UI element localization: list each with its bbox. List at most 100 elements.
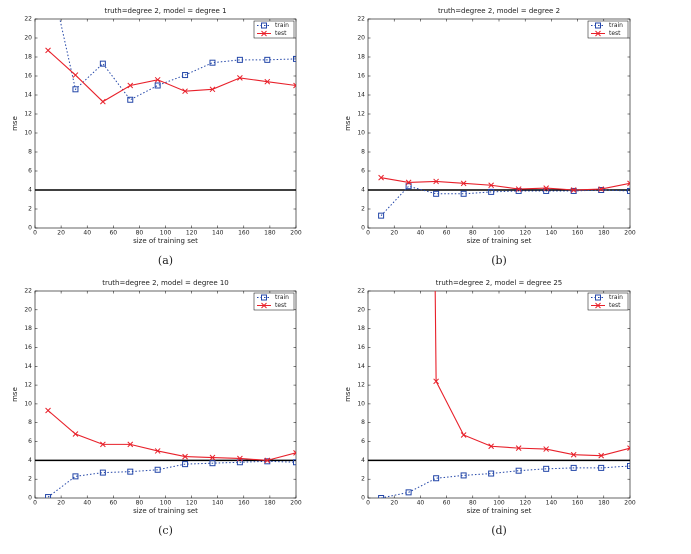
legend-marker — [261, 302, 267, 309]
legend-label: test — [275, 30, 287, 37]
y-tick-label: 18 — [24, 54, 32, 61]
series-line — [59, 19, 296, 101]
marker — [460, 432, 467, 438]
x-tick-label: 100 — [160, 500, 172, 507]
marker — [127, 82, 134, 89]
chart-title: truth=degree 2, model = degree 2 — [438, 7, 560, 15]
x-tick-label: 60 — [109, 500, 117, 507]
plot-area — [34, 290, 297, 499]
x-tick-label: 180 — [264, 230, 276, 237]
y-axis-label: mse — [11, 116, 19, 131]
marker — [378, 174, 384, 181]
marker — [237, 75, 243, 81]
subplot: truth=degree 2, model = degree 1 size of … — [11, 7, 302, 267]
subplot: truth=degree 2, model = degree 25 size of… — [344, 279, 636, 537]
y-tick-label: 10 — [357, 400, 365, 407]
x-tick-label: 140 — [546, 500, 558, 507]
chart-title: truth=degree 2, model = degree 25 — [436, 279, 563, 287]
x-tick-label: 120 — [186, 230, 198, 237]
chart-title: truth=degree 2, model = degree 10 — [102, 279, 229, 287]
x-tick-label: 160 — [572, 230, 584, 237]
x-tick-label: 0 — [33, 500, 37, 507]
y-tick-label: 16 — [24, 344, 32, 351]
legend-label: test — [275, 302, 287, 309]
marker — [264, 78, 271, 85]
y-tick-label: 6 — [361, 438, 365, 445]
y-tick-label: 8 — [28, 149, 32, 156]
x-tick-label: 140 — [546, 230, 558, 237]
marker — [405, 179, 412, 186]
marker — [127, 96, 134, 103]
x-tick-label: 180 — [264, 500, 276, 507]
marker — [293, 449, 296, 456]
marker — [433, 190, 440, 197]
x-tick-label: 80 — [136, 230, 144, 237]
marker — [72, 473, 79, 480]
y-tick-label: 22 — [24, 288, 32, 295]
marker — [72, 86, 79, 93]
y-axis-label: mse — [11, 387, 19, 402]
series-line — [380, 465, 630, 498]
x-tick-label: 0 — [366, 230, 370, 237]
y-tick-label: 10 — [24, 400, 32, 407]
y-tick-label: 14 — [357, 363, 365, 370]
marker — [182, 72, 189, 79]
caption: (b) — [491, 254, 507, 267]
legend-label: train — [275, 22, 289, 29]
marker — [45, 494, 52, 498]
y-tick-label: 8 — [361, 149, 365, 156]
legend-marker — [261, 22, 267, 29]
x-tick-label: 160 — [238, 230, 250, 237]
marker — [154, 448, 161, 454]
x-tick-label: 40 — [83, 230, 91, 237]
marker — [100, 98, 106, 105]
x-tick-label: 40 — [417, 500, 425, 507]
y-tick-label: 12 — [24, 382, 32, 389]
marker — [543, 446, 550, 452]
x-tick-label: 60 — [443, 230, 451, 237]
marker — [209, 59, 216, 66]
caption: (c) — [158, 524, 173, 537]
legend-marker — [595, 294, 601, 301]
x-tick-label: 140 — [212, 500, 224, 507]
x-tick-label: 100 — [493, 500, 505, 507]
x-tick-label: 0 — [366, 500, 370, 507]
x-tick-label: 200 — [290, 500, 302, 507]
x-tick-label: 100 — [493, 230, 505, 237]
y-tick-label: 22 — [24, 16, 32, 23]
marker — [237, 455, 243, 462]
series-line — [47, 410, 296, 461]
y-tick-label: 2 — [361, 476, 365, 483]
y-tick-label: 16 — [357, 344, 365, 351]
marker — [45, 47, 51, 54]
subplot: truth=degree 2, model = degree 10 size of… — [11, 279, 302, 537]
x-axis-label: size of training set — [467, 237, 532, 245]
legend-marker — [595, 30, 601, 37]
y-tick-label: 22 — [357, 288, 365, 295]
y-tick-label: 0 — [28, 495, 32, 502]
y-axis-label: mse — [344, 116, 352, 131]
marker — [515, 445, 522, 451]
x-tick-label: 160 — [238, 500, 250, 507]
y-tick-label: 18 — [357, 325, 365, 332]
x-tick-label: 20 — [57, 230, 65, 237]
marker — [264, 457, 271, 464]
x-tick-label: 80 — [136, 500, 144, 507]
plot-content — [368, 291, 630, 498]
y-tick-label: 20 — [24, 35, 32, 42]
series-line — [381, 177, 630, 191]
caption: (a) — [158, 254, 173, 267]
marker — [293, 82, 296, 89]
legend-label: train — [609, 22, 623, 29]
legend-label: train — [609, 294, 623, 301]
y-tick-label: 12 — [357, 382, 365, 389]
y-tick-label: 4 — [361, 187, 365, 194]
x-tick-label: 20 — [57, 500, 65, 507]
marker — [72, 72, 79, 78]
series-line — [47, 460, 296, 498]
x-tick-label: 60 — [443, 500, 451, 507]
marker — [209, 454, 216, 461]
marker — [99, 60, 106, 67]
